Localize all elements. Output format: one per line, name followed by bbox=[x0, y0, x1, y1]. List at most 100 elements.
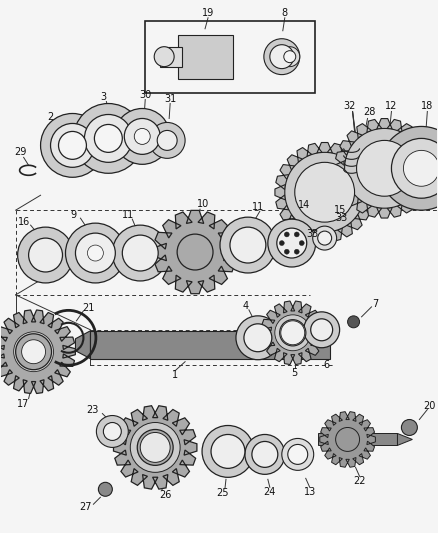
Polygon shape bbox=[113, 406, 197, 489]
Circle shape bbox=[177, 234, 213, 270]
Circle shape bbox=[149, 123, 185, 158]
Circle shape bbox=[16, 334, 52, 370]
Circle shape bbox=[268, 219, 316, 267]
Circle shape bbox=[134, 128, 150, 144]
Circle shape bbox=[28, 238, 63, 272]
Text: 26: 26 bbox=[159, 490, 171, 500]
Text: 18: 18 bbox=[421, 101, 434, 110]
Text: 22: 22 bbox=[353, 477, 366, 486]
Circle shape bbox=[281, 321, 305, 345]
Circle shape bbox=[154, 47, 174, 67]
Polygon shape bbox=[261, 301, 325, 365]
Text: 8: 8 bbox=[282, 8, 288, 18]
Circle shape bbox=[264, 39, 300, 75]
Circle shape bbox=[288, 445, 308, 464]
Text: 21: 21 bbox=[82, 303, 95, 313]
Text: 27: 27 bbox=[79, 502, 92, 512]
Text: 3: 3 bbox=[100, 92, 106, 102]
Circle shape bbox=[112, 225, 168, 281]
Circle shape bbox=[130, 423, 180, 472]
Text: 9: 9 bbox=[71, 210, 77, 220]
Circle shape bbox=[311, 319, 332, 341]
Polygon shape bbox=[320, 411, 375, 467]
Circle shape bbox=[279, 320, 306, 346]
Bar bbox=[160, 47, 182, 67]
Circle shape bbox=[99, 482, 112, 496]
Circle shape bbox=[270, 45, 294, 69]
Circle shape bbox=[393, 140, 438, 196]
Text: 16: 16 bbox=[18, 217, 30, 227]
Circle shape bbox=[379, 126, 438, 210]
Text: 7: 7 bbox=[372, 299, 378, 309]
Circle shape bbox=[66, 223, 125, 283]
Circle shape bbox=[318, 231, 332, 245]
Polygon shape bbox=[397, 433, 413, 446]
Circle shape bbox=[357, 140, 413, 196]
Circle shape bbox=[50, 124, 95, 167]
Circle shape bbox=[275, 315, 311, 351]
Circle shape bbox=[140, 432, 170, 462]
Circle shape bbox=[392, 139, 438, 198]
Text: 5: 5 bbox=[292, 368, 298, 378]
Text: 4: 4 bbox=[243, 301, 249, 311]
Circle shape bbox=[103, 423, 121, 440]
Circle shape bbox=[336, 427, 360, 451]
Text: 32: 32 bbox=[343, 101, 356, 110]
Circle shape bbox=[301, 168, 349, 216]
Bar bbox=[145, 21, 314, 93]
Circle shape bbox=[211, 434, 245, 469]
Circle shape bbox=[282, 439, 314, 470]
Circle shape bbox=[313, 226, 337, 250]
Circle shape bbox=[285, 152, 364, 232]
Circle shape bbox=[96, 416, 128, 447]
Circle shape bbox=[75, 233, 115, 273]
Text: 10: 10 bbox=[197, 199, 209, 209]
Text: 12: 12 bbox=[385, 101, 398, 110]
Circle shape bbox=[202, 425, 254, 478]
Circle shape bbox=[280, 47, 300, 67]
Circle shape bbox=[122, 235, 158, 271]
Bar bbox=[178, 35, 233, 78]
Circle shape bbox=[220, 217, 276, 273]
Circle shape bbox=[277, 228, 307, 258]
Polygon shape bbox=[0, 310, 75, 393]
Circle shape bbox=[299, 240, 304, 246]
Circle shape bbox=[137, 430, 173, 465]
Text: 19: 19 bbox=[202, 8, 214, 18]
Text: 14: 14 bbox=[297, 200, 310, 210]
Circle shape bbox=[129, 124, 155, 149]
Text: 30: 30 bbox=[139, 90, 152, 100]
Circle shape bbox=[114, 109, 170, 164]
Circle shape bbox=[294, 232, 299, 237]
Text: 25: 25 bbox=[217, 488, 229, 498]
Circle shape bbox=[295, 163, 355, 222]
Text: 28: 28 bbox=[364, 108, 376, 117]
Circle shape bbox=[279, 240, 284, 246]
Circle shape bbox=[401, 419, 417, 435]
Circle shape bbox=[74, 103, 143, 173]
Polygon shape bbox=[335, 118, 434, 218]
Circle shape bbox=[81, 238, 110, 268]
Circle shape bbox=[95, 124, 122, 152]
Text: 23: 23 bbox=[86, 405, 99, 415]
Text: 1: 1 bbox=[172, 370, 178, 379]
Circle shape bbox=[244, 324, 272, 352]
Text: 6: 6 bbox=[324, 360, 330, 370]
Polygon shape bbox=[153, 211, 237, 294]
Text: 29: 29 bbox=[14, 147, 27, 157]
Circle shape bbox=[294, 249, 299, 254]
Circle shape bbox=[14, 332, 53, 372]
Circle shape bbox=[345, 128, 424, 208]
Text: 17: 17 bbox=[18, 399, 30, 409]
Bar bbox=[318, 433, 397, 446]
Circle shape bbox=[252, 441, 278, 467]
Circle shape bbox=[85, 115, 132, 163]
Circle shape bbox=[403, 150, 438, 186]
Text: 15: 15 bbox=[335, 205, 347, 215]
Circle shape bbox=[88, 245, 103, 261]
Text: 24: 24 bbox=[264, 487, 276, 497]
Circle shape bbox=[59, 132, 86, 159]
Text: 31: 31 bbox=[164, 93, 176, 103]
Circle shape bbox=[157, 131, 177, 150]
Circle shape bbox=[124, 118, 160, 155]
